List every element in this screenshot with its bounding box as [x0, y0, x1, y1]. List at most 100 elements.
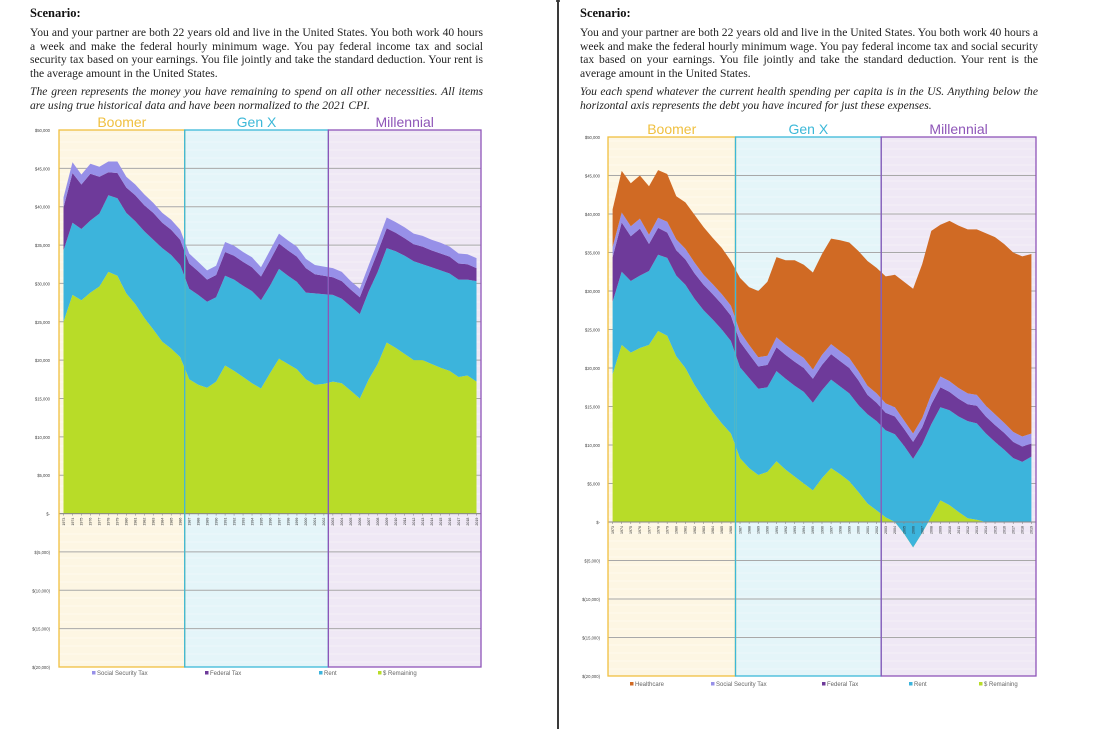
y-tick-label: $(15,000) [32, 627, 51, 632]
x-tick-label: 1994 [250, 518, 254, 526]
y-tick-label: $45,000 [35, 166, 51, 171]
x-tick-label: 1985 [170, 518, 174, 526]
x-tick-label: 1996 [268, 518, 272, 526]
x-tick-label: 2018 [1021, 526, 1025, 534]
x-tick-label: 2002 [322, 518, 326, 526]
x-tick-label: 1985 [720, 526, 724, 534]
x-tick-label: 1994 [802, 526, 806, 534]
legend-label: Rent [914, 682, 927, 688]
y-tick-label: $30,000 [35, 281, 51, 286]
x-tick-label: 2010 [948, 526, 952, 534]
x-tick-label: 1980 [675, 526, 679, 534]
x-tick-label: 2011 [403, 518, 407, 526]
x-tick-label: 1987 [738, 526, 742, 534]
x-tick-label: 2019 [475, 518, 479, 526]
area-federal-tax [63, 172, 477, 315]
x-tick-label: 1979 [665, 526, 669, 534]
legend-swatch [630, 682, 634, 686]
x-tick-label: 1980 [125, 518, 129, 526]
x-tick-label: 1998 [286, 518, 290, 526]
x-tick-label: 1990 [766, 526, 770, 534]
area-rent [612, 254, 1032, 548]
y-tick-label: $25,000 [585, 328, 601, 333]
x-tick-label: 2008 [376, 518, 380, 526]
x-tick-label: 2013 [421, 518, 425, 526]
area-remaining [63, 271, 477, 514]
x-tick-label: 1986 [179, 518, 183, 526]
x-tick-label: 2000 [304, 518, 308, 526]
stacked-area-chart-right: $50,000 $45,000 $40,000 $35,000 $30,000 $25,0… [582, 121, 1037, 688]
y-tick-label: $35,000 [585, 251, 601, 256]
legend-swatch [205, 671, 209, 675]
legend-label: $ Remaining [383, 671, 417, 677]
x-tick-label: 1982 [143, 518, 147, 526]
x-tick-label: 1999 [295, 518, 299, 526]
x-tick-label: 1975 [80, 518, 84, 526]
x-tick-label: 1988 [196, 518, 200, 526]
y-tick-label: $(5,000) [34, 550, 50, 555]
scenario-paragraph: You and your partner are both 22 years o… [30, 26, 483, 80]
y-tick-label: $(10,000) [32, 588, 51, 593]
x-tick-label: 2013 [975, 526, 979, 534]
x-tick-label: 2015 [439, 518, 443, 526]
x-tick-label: 2007 [920, 526, 924, 534]
x-tick-label: 2015 [993, 526, 997, 534]
y-tick-label: $15,000 [35, 397, 51, 402]
y-tick-label: $10,000 [35, 435, 51, 440]
x-tick-label: 2016 [1002, 526, 1006, 534]
x-tick-label: 1984 [161, 518, 165, 526]
x-tick-label: 1976 [89, 518, 93, 526]
y-tick-label: $20,000 [585, 366, 601, 371]
y-tick-label: $40,000 [585, 212, 601, 217]
x-tick-label: 1984 [711, 526, 715, 534]
x-tick-label: 2018 [466, 518, 470, 526]
y-tick-label: $50,000 [585, 135, 601, 140]
x-tick-label: 2017 [1012, 526, 1016, 534]
y-tick-label: $20,000 [35, 358, 51, 363]
x-tick-label: 1986 [729, 526, 733, 534]
x-tick-label: 1983 [702, 526, 706, 534]
x-tick-label: 2003 [331, 518, 335, 526]
x-tick-label: 2008 [930, 526, 934, 534]
y-tick-label: $10,000 [585, 443, 601, 448]
x-tick-label: 1998 [839, 526, 843, 534]
y-tick-label: $35,000 [35, 243, 51, 248]
x-tick-label: 2004 [340, 518, 344, 526]
x-tick-label: 2003 [884, 526, 888, 534]
document-page-left: Scenario: You and your partner are both … [0, 0, 556, 729]
y-tick-label: $40,000 [35, 205, 51, 210]
legend-label: Social Security Tax [716, 682, 767, 688]
y-tick-label: $5,000 [37, 473, 50, 478]
area-federal-tax [612, 222, 1032, 462]
scenario-paragraph: You and your partner are both 22 years o… [580, 26, 1038, 80]
x-tick-label: 2007 [367, 518, 371, 526]
x-tick-label: 1983 [152, 518, 156, 526]
x-tick-label: 2009 [939, 526, 943, 534]
x-tick-label: 1997 [277, 518, 281, 526]
generation-border-millennial [327, 129, 482, 668]
x-tick-label: 1992 [232, 518, 236, 526]
x-tick-label: 1978 [107, 518, 111, 526]
x-tick-label: 2010 [394, 518, 398, 526]
x-tick-label: 1991 [775, 526, 779, 534]
x-tick-label: 1978 [656, 526, 660, 534]
scenario-heading: Scenario: [30, 6, 81, 20]
x-tick-label: 1992 [784, 526, 788, 534]
area-rent [63, 195, 477, 399]
legend-swatch [319, 671, 323, 675]
x-tick-label: 2001 [866, 526, 870, 534]
x-tick-label: 1974 [620, 526, 624, 534]
legend-label: Federal Tax [827, 682, 858, 688]
x-tick-label: 1973 [62, 518, 66, 526]
y-tick-label: $(20,000) [582, 674, 601, 679]
y-tick-label: $30,000 [585, 289, 601, 294]
x-tick-label: 1979 [116, 518, 120, 526]
x-tick-label: 1996 [820, 526, 824, 534]
y-tick-label: $50,000 [35, 128, 51, 133]
document-page-right: Scenario: You and your partner are both … [560, 0, 1116, 729]
y-tick-label: $25,000 [35, 320, 51, 325]
stacked-area-chart-left: $50,000 $45,000 $40,000 $35,000 $30,000 $25,0… [32, 114, 482, 677]
x-tick-label: 1990 [214, 518, 218, 526]
x-tick-label: 1993 [793, 526, 797, 534]
y-tick-label: $- [46, 512, 50, 517]
